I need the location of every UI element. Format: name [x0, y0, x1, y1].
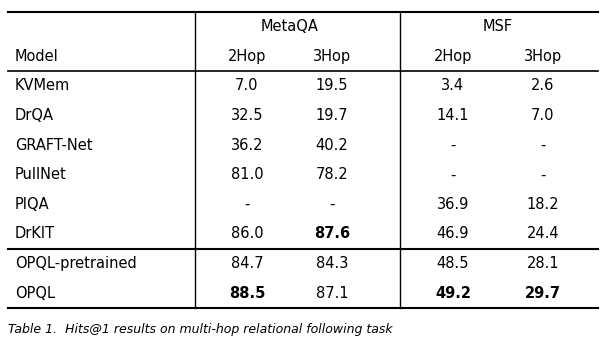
Text: 40.2: 40.2 — [316, 138, 348, 153]
Text: 7.0: 7.0 — [531, 108, 554, 123]
Text: Table 1.  Hits@1 results on multi-hop relational following task: Table 1. Hits@1 results on multi-hop rel… — [8, 323, 393, 337]
Text: 86.0: 86.0 — [231, 226, 264, 241]
Text: 3Hop: 3Hop — [524, 49, 562, 64]
Text: -: - — [244, 197, 250, 212]
Text: Model: Model — [15, 49, 59, 64]
Text: 84.3: 84.3 — [316, 256, 348, 271]
Text: MetaQA: MetaQA — [261, 19, 318, 34]
Text: 28.1: 28.1 — [527, 256, 559, 271]
Text: 7.0: 7.0 — [235, 78, 259, 94]
Text: 32.5: 32.5 — [231, 108, 263, 123]
Text: 84.7: 84.7 — [231, 256, 264, 271]
Text: -: - — [450, 167, 456, 182]
Text: 14.1: 14.1 — [437, 108, 469, 123]
Text: 19.7: 19.7 — [316, 108, 348, 123]
Text: 46.9: 46.9 — [437, 226, 469, 241]
Text: 81.0: 81.0 — [231, 167, 264, 182]
Text: 88.5: 88.5 — [229, 286, 265, 301]
Text: 2Hop: 2Hop — [434, 49, 472, 64]
Text: DrKIT: DrKIT — [15, 226, 55, 241]
Text: 2.6: 2.6 — [531, 78, 554, 94]
Text: 36.9: 36.9 — [437, 197, 469, 212]
Text: DrQA: DrQA — [15, 108, 54, 123]
Text: -: - — [541, 138, 545, 153]
Text: PIQA: PIQA — [15, 197, 50, 212]
Text: 87.6: 87.6 — [314, 226, 350, 241]
Text: 18.2: 18.2 — [527, 197, 559, 212]
Text: 36.2: 36.2 — [231, 138, 263, 153]
Text: -: - — [450, 138, 456, 153]
Text: 2Hop: 2Hop — [228, 49, 266, 64]
Text: OPQL-pretrained: OPQL-pretrained — [15, 256, 137, 271]
Text: 19.5: 19.5 — [316, 78, 348, 94]
Text: KVMem: KVMem — [15, 78, 70, 94]
Text: 3Hop: 3Hop — [313, 49, 351, 64]
Text: 49.2: 49.2 — [435, 286, 471, 301]
Text: 24.4: 24.4 — [527, 226, 559, 241]
Text: 87.1: 87.1 — [316, 286, 348, 301]
Text: -: - — [541, 167, 545, 182]
Text: PullNet: PullNet — [15, 167, 67, 182]
Text: 78.2: 78.2 — [316, 167, 348, 182]
Text: 29.7: 29.7 — [525, 286, 561, 301]
Text: GRAFT-Net: GRAFT-Net — [15, 138, 93, 153]
Text: MSF: MSF — [483, 19, 513, 34]
Text: 48.5: 48.5 — [437, 256, 469, 271]
Text: OPQL: OPQL — [15, 286, 55, 301]
Text: -: - — [329, 197, 335, 212]
Text: 3.4: 3.4 — [441, 78, 465, 94]
